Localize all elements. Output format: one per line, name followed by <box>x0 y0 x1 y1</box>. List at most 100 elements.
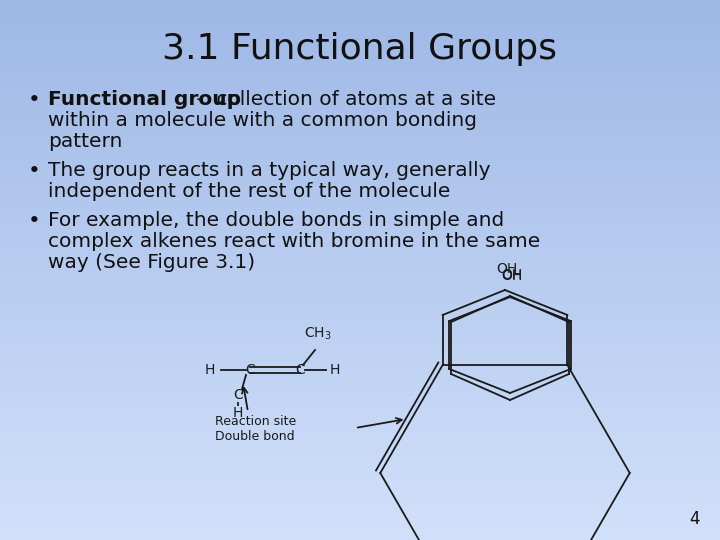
Bar <box>0 290 720 292</box>
Bar <box>0 414 720 416</box>
Bar <box>0 234 720 236</box>
Text: OH: OH <box>501 269 523 283</box>
Bar <box>0 58 720 59</box>
Bar <box>0 288 720 290</box>
Bar <box>0 142 720 144</box>
Bar <box>0 238 720 239</box>
Bar <box>0 501 720 502</box>
Bar <box>0 115 720 117</box>
Bar <box>0 396 720 398</box>
Bar <box>0 0 720 2</box>
Bar <box>0 398 720 400</box>
Bar <box>0 376 720 378</box>
Bar <box>0 366 720 367</box>
Bar <box>0 157 720 158</box>
Bar <box>0 119 720 120</box>
Bar <box>0 471 720 474</box>
Bar <box>0 212 720 214</box>
Bar <box>0 151 720 153</box>
Bar <box>0 385 720 387</box>
Bar <box>0 378 720 380</box>
Bar <box>0 328 720 329</box>
Bar <box>0 508 720 509</box>
Bar <box>0 85 720 86</box>
Bar <box>0 25 720 27</box>
Bar <box>0 177 720 178</box>
Bar <box>0 90 720 92</box>
Bar <box>0 428 720 430</box>
Bar <box>0 43 720 45</box>
Bar <box>0 329 720 331</box>
Bar <box>0 146 720 147</box>
Text: 3.1 Functional Groups: 3.1 Functional Groups <box>163 32 557 66</box>
Bar <box>0 193 720 194</box>
Bar <box>0 88 720 90</box>
Bar <box>0 11 720 12</box>
Bar <box>0 201 720 204</box>
Text: •: • <box>28 211 41 231</box>
Bar <box>0 15 720 16</box>
Bar <box>0 110 720 112</box>
Bar <box>0 394 720 396</box>
Bar <box>0 450 720 452</box>
Bar <box>0 117 720 119</box>
Bar <box>0 389 720 390</box>
Bar <box>0 42 720 43</box>
Bar <box>0 488 720 490</box>
Bar <box>0 254 720 255</box>
Bar <box>0 250 720 252</box>
Text: OH: OH <box>501 268 523 282</box>
Bar <box>0 346 720 347</box>
Bar <box>0 481 720 482</box>
Bar <box>0 524 720 525</box>
Bar <box>0 360 720 362</box>
Text: C: C <box>295 363 305 377</box>
Bar <box>0 380 720 382</box>
Bar <box>0 209 720 211</box>
Text: -  collection of atoms at a site: - collection of atoms at a site <box>190 90 496 109</box>
Bar <box>0 477 720 479</box>
Bar <box>0 241 720 243</box>
Bar <box>0 270 720 272</box>
Bar <box>0 463 720 464</box>
Bar <box>0 529 720 531</box>
Bar <box>0 263 720 265</box>
Bar <box>0 265 720 266</box>
Text: way (See Figure 3.1): way (See Figure 3.1) <box>48 253 255 272</box>
Text: within a molecule with a common bonding: within a molecule with a common bonding <box>48 111 477 130</box>
Bar <box>0 425 720 427</box>
Bar <box>0 23 720 25</box>
Bar <box>0 205 720 207</box>
Bar <box>0 279 720 281</box>
Bar <box>0 535 720 536</box>
Text: C: C <box>245 363 255 377</box>
Bar <box>0 436 720 437</box>
Bar <box>0 126 720 128</box>
Bar <box>0 502 720 504</box>
Bar <box>0 374 720 376</box>
Bar <box>0 495 720 497</box>
Bar <box>0 517 720 518</box>
Bar <box>0 304 720 306</box>
Text: H: H <box>204 363 215 377</box>
Bar <box>0 320 720 322</box>
Bar <box>0 427 720 428</box>
Bar <box>0 7 720 9</box>
Bar <box>0 22 720 23</box>
Bar <box>0 214 720 216</box>
Bar <box>0 225 720 227</box>
Text: Functional group: Functional group <box>48 90 241 109</box>
Bar <box>0 97 720 99</box>
Text: pattern: pattern <box>48 132 122 151</box>
Bar <box>0 308 720 309</box>
Bar <box>0 79 720 81</box>
Bar <box>0 390 720 393</box>
Bar <box>0 9 720 11</box>
Bar <box>0 139 720 140</box>
Bar <box>0 232 720 234</box>
Bar <box>0 268 720 270</box>
Bar <box>0 113 720 115</box>
Bar <box>0 309 720 312</box>
Bar <box>0 101 720 103</box>
Bar <box>0 336 720 339</box>
